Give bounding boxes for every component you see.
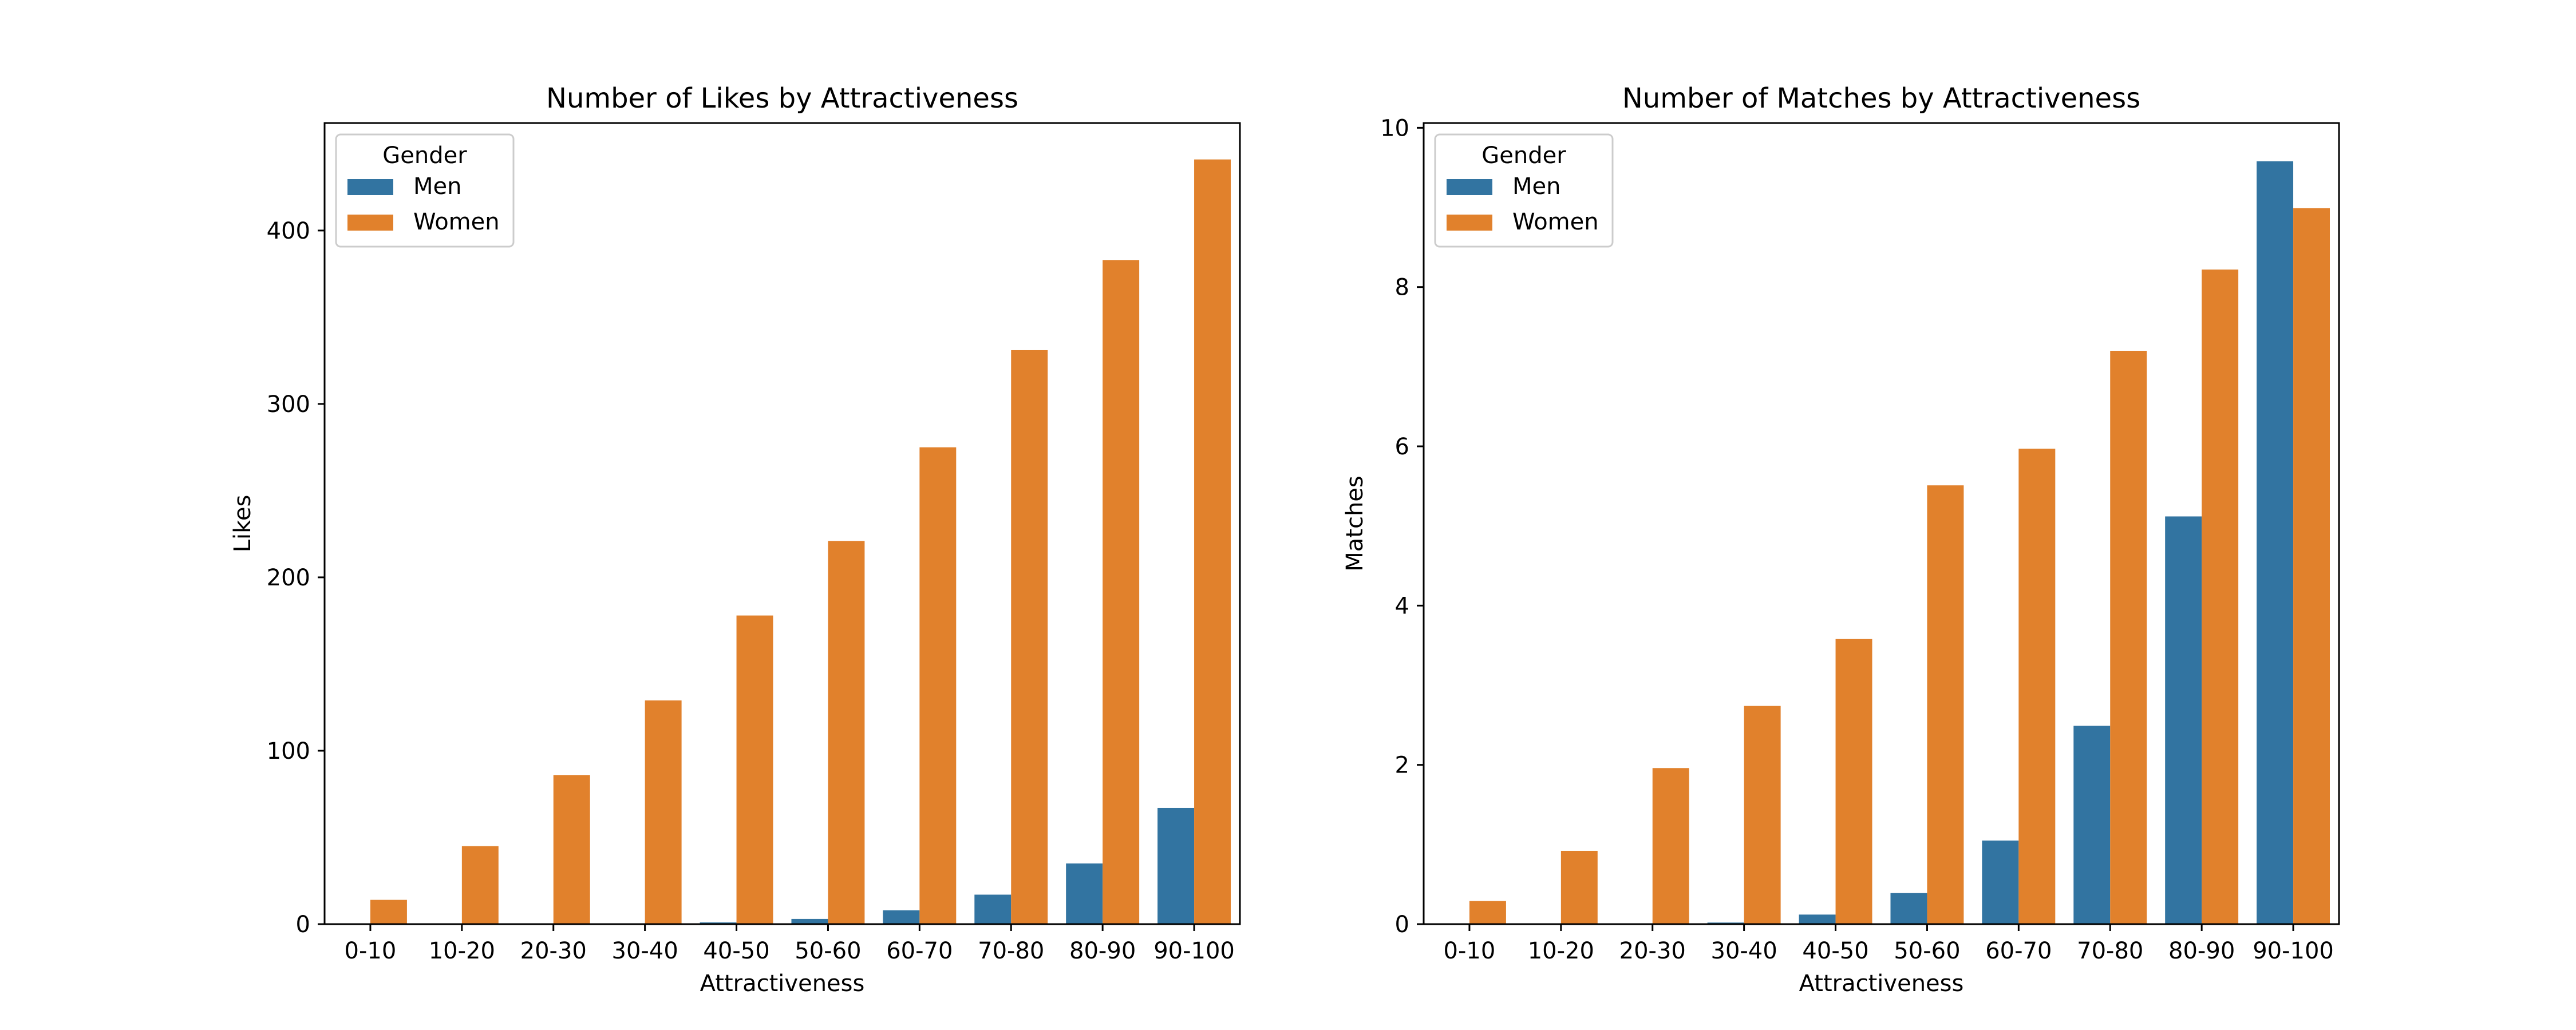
legend-label-women: Women [1512, 209, 1599, 235]
plot-frame [1423, 122, 2340, 925]
bar-men-40-50 [1799, 914, 1836, 924]
x-tick-label: 80-90 [2168, 938, 2235, 964]
bar-women-40-50 [736, 615, 773, 924]
bar-men-90-100 [1157, 807, 1195, 924]
x-tick-label: 80-90 [1069, 938, 1136, 964]
bar-women-70-80 [2110, 351, 2147, 924]
bar-men-70-80 [974, 894, 1012, 924]
bar-women-50-60 [828, 541, 865, 924]
bar-women-60-70 [919, 447, 957, 924]
x-tick-label: 70-80 [2077, 938, 2143, 964]
bar-men-50-60 [791, 918, 828, 924]
x-tick-label: 30-40 [612, 938, 678, 964]
x-tick-label: 40-50 [1802, 938, 1868, 964]
bar-women-0-10 [1469, 901, 1506, 924]
legend-swatch-men [347, 179, 393, 195]
chart-panel-2: 0-10 10-20 20-30 30-40 40-50 50-60 60-70 70-80 8… [1342, 82, 2340, 997]
bar-men-50-60 [1890, 893, 1927, 924]
y-tick-label: 2 [1395, 752, 1409, 779]
bar-men-80-90 [2165, 516, 2202, 924]
chart-title: Number of Matches by Attractiveness [1622, 82, 2140, 114]
x-axis-label: Attractiveness [700, 970, 865, 997]
legend-label-women: Women [413, 209, 500, 235]
bar-women-50-60 [1927, 485, 1964, 924]
legend-title: Gender [382, 142, 467, 169]
legend-swatch-women [1447, 215, 1492, 231]
chart-panel-1: 0-10 10-20 20-30 30-40 40-50 50-60 60-70 70-80 8… [230, 82, 1241, 997]
bar-women-40-50 [1835, 639, 1872, 924]
bar-men-60-70 [883, 910, 920, 924]
bar-women-90-100 [2293, 208, 2330, 924]
x-tick-label: 50-60 [1894, 938, 1960, 964]
bar-men-70-80 [2073, 726, 2111, 924]
x-tick-label: 30-40 [1711, 938, 1777, 964]
y-axis-label: Likes [230, 495, 256, 553]
bar-men-80-90 [1066, 863, 1103, 924]
bar-women-20-30 [1652, 768, 1689, 924]
y-axis-label: Matches [1342, 476, 1368, 572]
bar-women-90-100 [1194, 159, 1231, 924]
bar-women-80-90 [1103, 260, 1140, 924]
legend-title: Gender [1481, 142, 1566, 169]
x-tick-label: 60-70 [1985, 938, 2052, 964]
legend: Gender Men Women [1434, 133, 1614, 248]
bar-women-10-20 [461, 846, 499, 924]
plot-frame [323, 122, 1241, 925]
y-tick-label: 10 [1380, 115, 1409, 141]
bar-women-0-10 [370, 900, 407, 924]
y-tick-label: 0 [296, 912, 310, 938]
x-tick-label: 90-100 [1153, 938, 1235, 964]
legend-label-men: Men [413, 173, 461, 200]
y-tick-label: 0 [1395, 912, 1409, 938]
legend-swatch-men [1447, 179, 1492, 195]
x-axis-label: Attractiveness [1799, 970, 1964, 997]
x-tick-label: 10-20 [429, 938, 495, 964]
y-tick-label: 4 [1395, 593, 1409, 619]
x-tick-label: 40-50 [703, 938, 769, 964]
legend-swatch-women [347, 215, 393, 231]
y-tick-label: 400 [267, 218, 310, 244]
y-tick-label: 100 [267, 738, 310, 764]
x-tick-label: 90-100 [2253, 938, 2334, 964]
x-tick-label: 70-80 [978, 938, 1044, 964]
bar-women-30-40 [1744, 706, 1781, 924]
x-tick-label: 20-30 [520, 938, 587, 964]
bar-men-90-100 [2257, 161, 2294, 924]
y-tick-label: 6 [1395, 434, 1409, 460]
bar-women-60-70 [2018, 449, 2056, 924]
x-tick-label: 0-10 [345, 938, 397, 964]
legend-label-men: Men [1512, 173, 1560, 200]
bar-men-60-70 [1982, 840, 2019, 924]
x-tick-label: 50-60 [795, 938, 861, 964]
bar-women-70-80 [1011, 350, 1048, 924]
y-tick-label: 200 [267, 565, 310, 591]
y-tick-label: 8 [1395, 275, 1409, 301]
x-tick-label: 0-10 [1444, 938, 1496, 964]
bar-men-40-50 [700, 922, 737, 924]
x-tick-label: 60-70 [886, 938, 953, 964]
y-tick-label: 300 [267, 391, 310, 418]
x-tick-label: 10-20 [1528, 938, 1594, 964]
bar-women-10-20 [1560, 850, 1598, 924]
chart-title: Number of Likes by Attractiveness [546, 82, 1018, 114]
bar-women-30-40 [645, 700, 682, 924]
legend: Gender Men Women [335, 133, 515, 248]
x-tick-label: 20-30 [1619, 938, 1686, 964]
bar-women-80-90 [2202, 270, 2239, 924]
bar-women-20-30 [553, 775, 590, 924]
